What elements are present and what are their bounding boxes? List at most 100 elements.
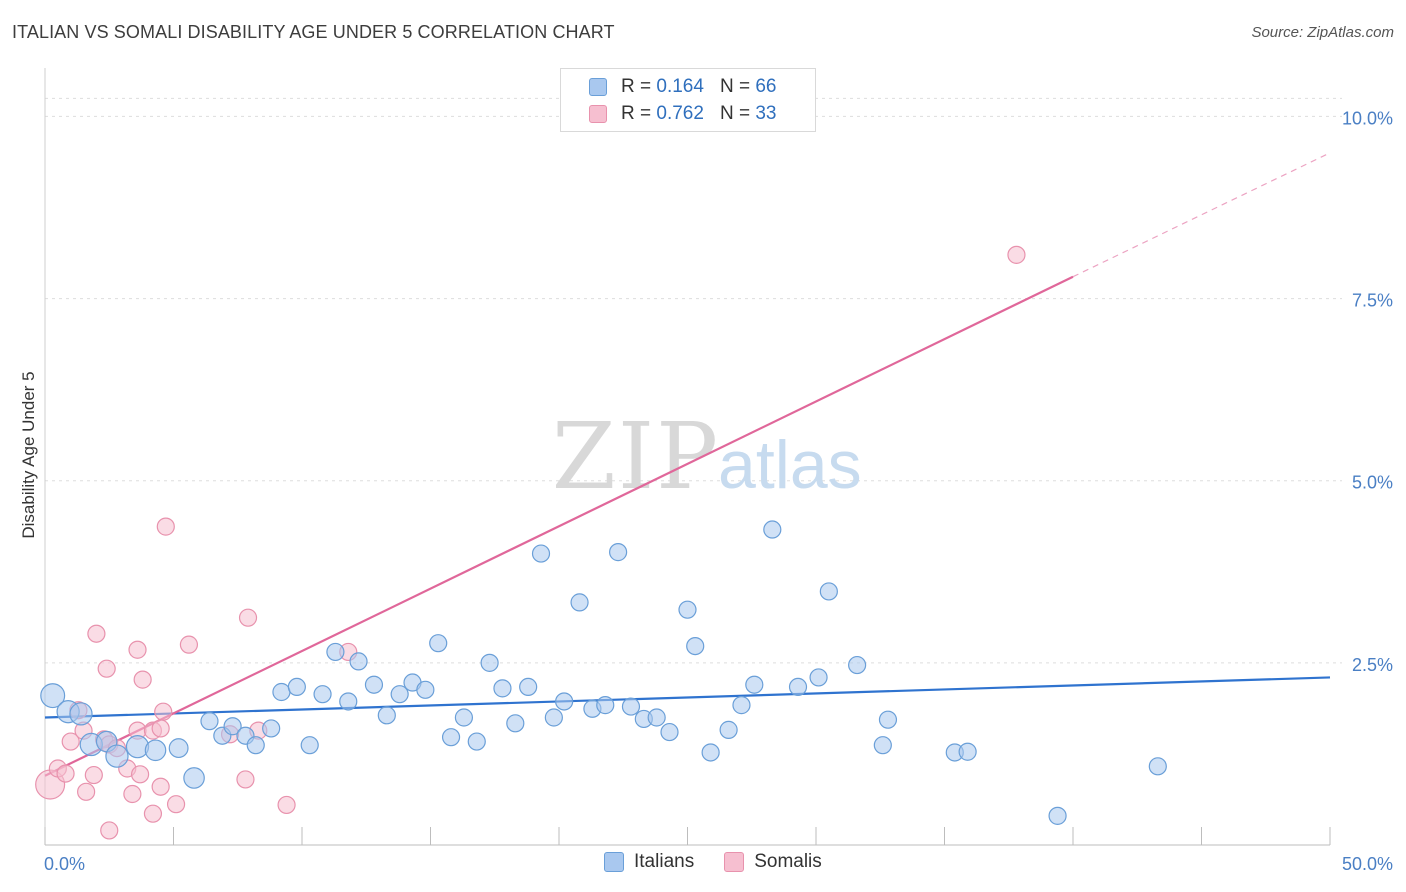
- italians-point-15: [262, 719, 281, 738]
- italians-point-27: [416, 680, 435, 699]
- legend-n-value-somalis: 33: [755, 103, 777, 124]
- italians-point-25: [390, 685, 409, 704]
- somalis-point-25: [156, 517, 175, 536]
- italians-point-2: [69, 702, 93, 726]
- somalis-point-18: [128, 640, 147, 659]
- somalis-point-8: [87, 624, 106, 643]
- italians-point-61: [958, 742, 977, 761]
- somalis-point-34: [1007, 245, 1026, 264]
- y-tick-label-2: 7.5%: [1352, 291, 1393, 311]
- italians-point-28: [429, 634, 448, 653]
- somalis-point-17: [130, 765, 150, 784]
- watermark: ZIP atlas: [552, 403, 862, 510]
- y-tick-label-3: 10.0%: [1342, 108, 1393, 128]
- series-label-italians: Italians: [634, 851, 695, 872]
- italians-point-12: [223, 717, 242, 736]
- italians-point-24: [377, 706, 396, 725]
- somalis-point-23: [143, 804, 163, 823]
- italians-point-50: [719, 720, 738, 739]
- italians-point-47: [678, 600, 697, 619]
- italians-point-63: [1148, 757, 1167, 776]
- correlation-legend: R = 0.164 N = 66 R = 0.762 N = 33: [560, 68, 816, 132]
- chart-source: Source: ZipAtlas.com: [1251, 24, 1394, 41]
- somalis-point-22: [154, 702, 173, 721]
- italians-point-51: [732, 696, 751, 715]
- italians-point-9: [183, 767, 205, 789]
- somalis-point-24: [151, 719, 170, 738]
- legend-row-italians: R = 0.164 N = 66: [589, 75, 776, 99]
- watermark-zip: ZIP: [552, 403, 720, 510]
- somalis-point-10: [97, 659, 116, 678]
- italians-point-5: [105, 744, 129, 768]
- somalis-point-19: [133, 670, 152, 689]
- italians-point-19: [313, 685, 332, 704]
- somalis-point-26: [166, 795, 186, 814]
- italians-point-56: [819, 582, 838, 601]
- italians-point-7: [144, 739, 167, 762]
- legend-swatch-somalis: [589, 105, 607, 123]
- somalis-points: [35, 245, 1026, 840]
- legend-r-value-somalis: 0.762: [656, 103, 704, 124]
- somalis-point-11: [100, 821, 119, 840]
- italians-point-53: [763, 520, 782, 539]
- y-tick-label-0: 2.5%: [1352, 655, 1393, 675]
- italians-point-29: [441, 728, 461, 747]
- italians-point-33: [493, 679, 512, 698]
- italians-point-42: [609, 543, 628, 562]
- italians-point-22: [349, 652, 368, 671]
- y-axis-label: Disability Age Under 5: [19, 371, 38, 538]
- italians-point-46: [660, 722, 679, 742]
- trend-line-somalis-extension: [1072, 152, 1331, 278]
- legend-r-label: R =: [621, 103, 652, 124]
- series-swatch-italians: [604, 852, 624, 872]
- italians-point-21: [339, 692, 358, 711]
- series-legend-somalis: Somalis: [724, 851, 822, 873]
- italians-point-17: [287, 677, 306, 697]
- x-tick-label-1: 50.0%: [1342, 854, 1393, 874]
- trend-line-somalis: [44, 275, 1074, 777]
- italians-point-49: [701, 743, 720, 762]
- italians-point-37: [544, 708, 563, 727]
- y-tick-label-1: 5.0%: [1352, 473, 1393, 493]
- somalis-point-27: [179, 635, 199, 654]
- italians-point-31: [467, 732, 486, 751]
- italians-point-59: [878, 710, 898, 729]
- tick-labels: 2.5% 5.0% 7.5% 10.0% 0.0% 50.0%: [44, 108, 1393, 874]
- trend-lines: [44, 152, 1331, 777]
- somalis-point-32: [277, 795, 296, 815]
- x-tick-label-0: 0.0%: [44, 854, 85, 874]
- legend-swatch-italians: [589, 78, 607, 96]
- somalis-point-31: [238, 608, 258, 627]
- axes: [44, 68, 1331, 846]
- italians-point-30: [454, 708, 474, 727]
- legend-r-label: R =: [621, 76, 652, 97]
- somalis-point-2: [56, 764, 75, 783]
- italians-point-10: [200, 712, 219, 731]
- somalis-point-3: [61, 732, 80, 751]
- italians-point-20: [326, 642, 345, 662]
- legend-r-value-italians: 0.164: [656, 76, 704, 97]
- gridlines: [45, 97, 1342, 664]
- italians-point-39: [570, 593, 589, 612]
- watermark-atlas: atlas: [718, 427, 862, 503]
- italians-point-62: [1048, 806, 1067, 825]
- somalis-point-7: [84, 765, 103, 785]
- series-legend-italians: Italians: [604, 851, 694, 873]
- italians-point-35: [519, 677, 538, 697]
- italians-point-48: [686, 636, 705, 656]
- somalis-point-6: [77, 782, 96, 801]
- chart-title: ITALIAN VS SOMALI DISABILITY AGE UNDER 5…: [12, 22, 615, 42]
- legend-n-value-italians: 66: [755, 76, 777, 97]
- italians-point-18: [300, 736, 319, 755]
- legend-row-somalis: R = 0.762 N = 33: [589, 102, 776, 126]
- italians-point-0: [40, 683, 66, 709]
- italians-point-52: [745, 675, 764, 694]
- somalis-point-21: [151, 777, 170, 796]
- italians-point-54: [788, 677, 808, 697]
- italians-point-14: [246, 736, 265, 755]
- italians-point-38: [555, 692, 574, 711]
- italians-point-8: [168, 738, 189, 759]
- italians-point-58: [873, 736, 892, 755]
- legend-n-label: N =: [719, 76, 751, 97]
